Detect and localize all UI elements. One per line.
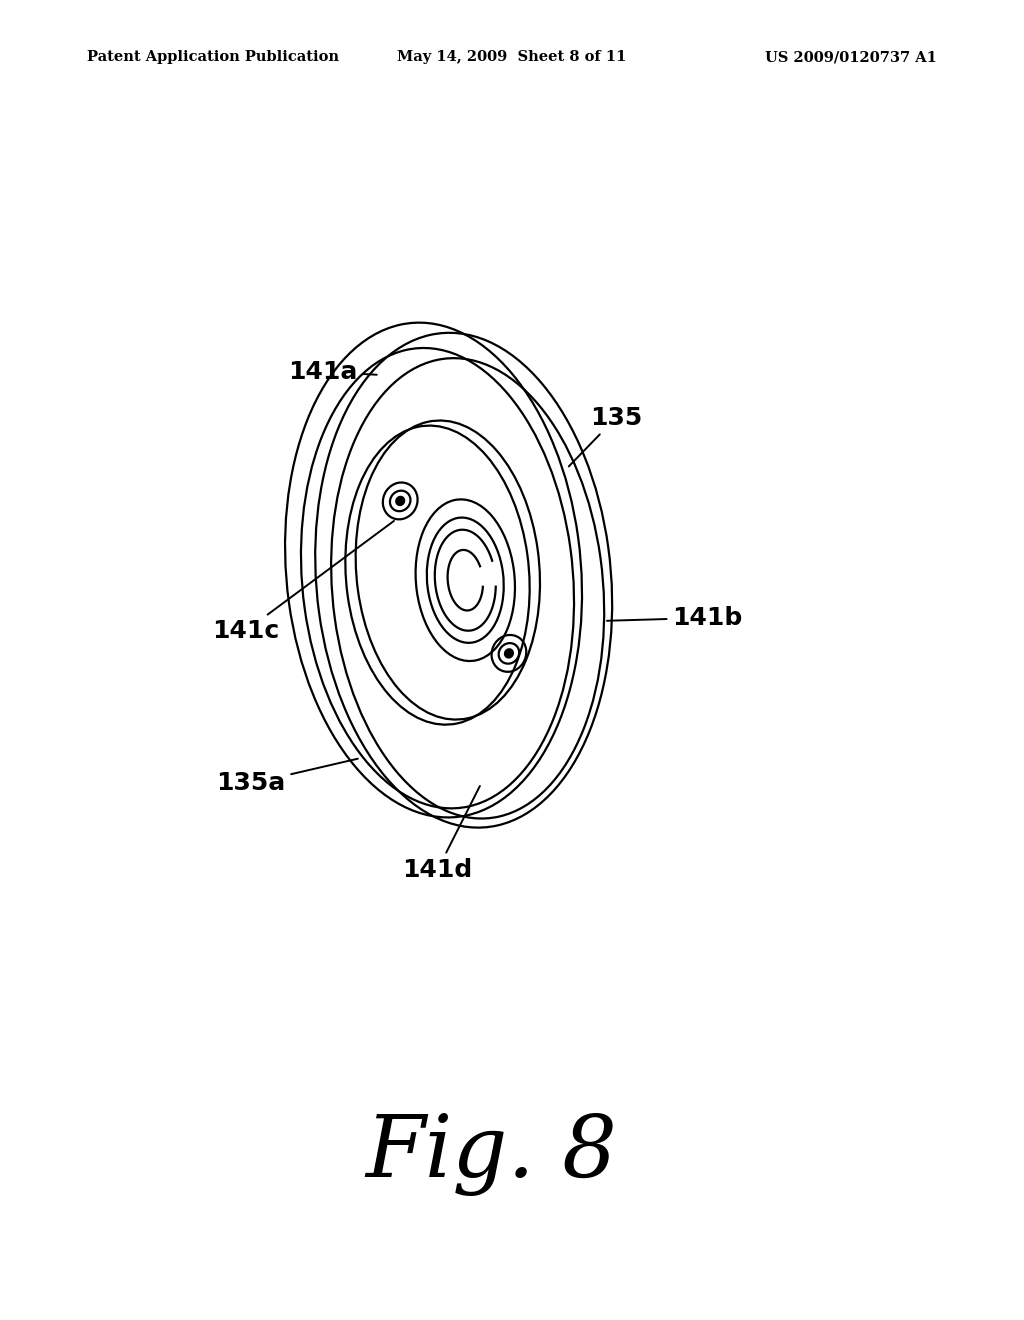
- Text: 135: 135: [568, 405, 642, 466]
- Text: 141a: 141a: [288, 360, 377, 384]
- Text: US 2009/0120737 A1: US 2009/0120737 A1: [765, 50, 937, 65]
- Text: 141d: 141d: [402, 785, 480, 882]
- Text: May 14, 2009  Sheet 8 of 11: May 14, 2009 Sheet 8 of 11: [397, 50, 627, 65]
- Text: 135a: 135a: [216, 759, 357, 796]
- Ellipse shape: [505, 649, 513, 657]
- Text: Patent Application Publication: Patent Application Publication: [87, 50, 339, 65]
- Text: 141b: 141b: [607, 606, 742, 630]
- Ellipse shape: [396, 496, 404, 506]
- Text: Fig. 8: Fig. 8: [366, 1114, 617, 1196]
- Text: 141c: 141c: [212, 521, 394, 643]
